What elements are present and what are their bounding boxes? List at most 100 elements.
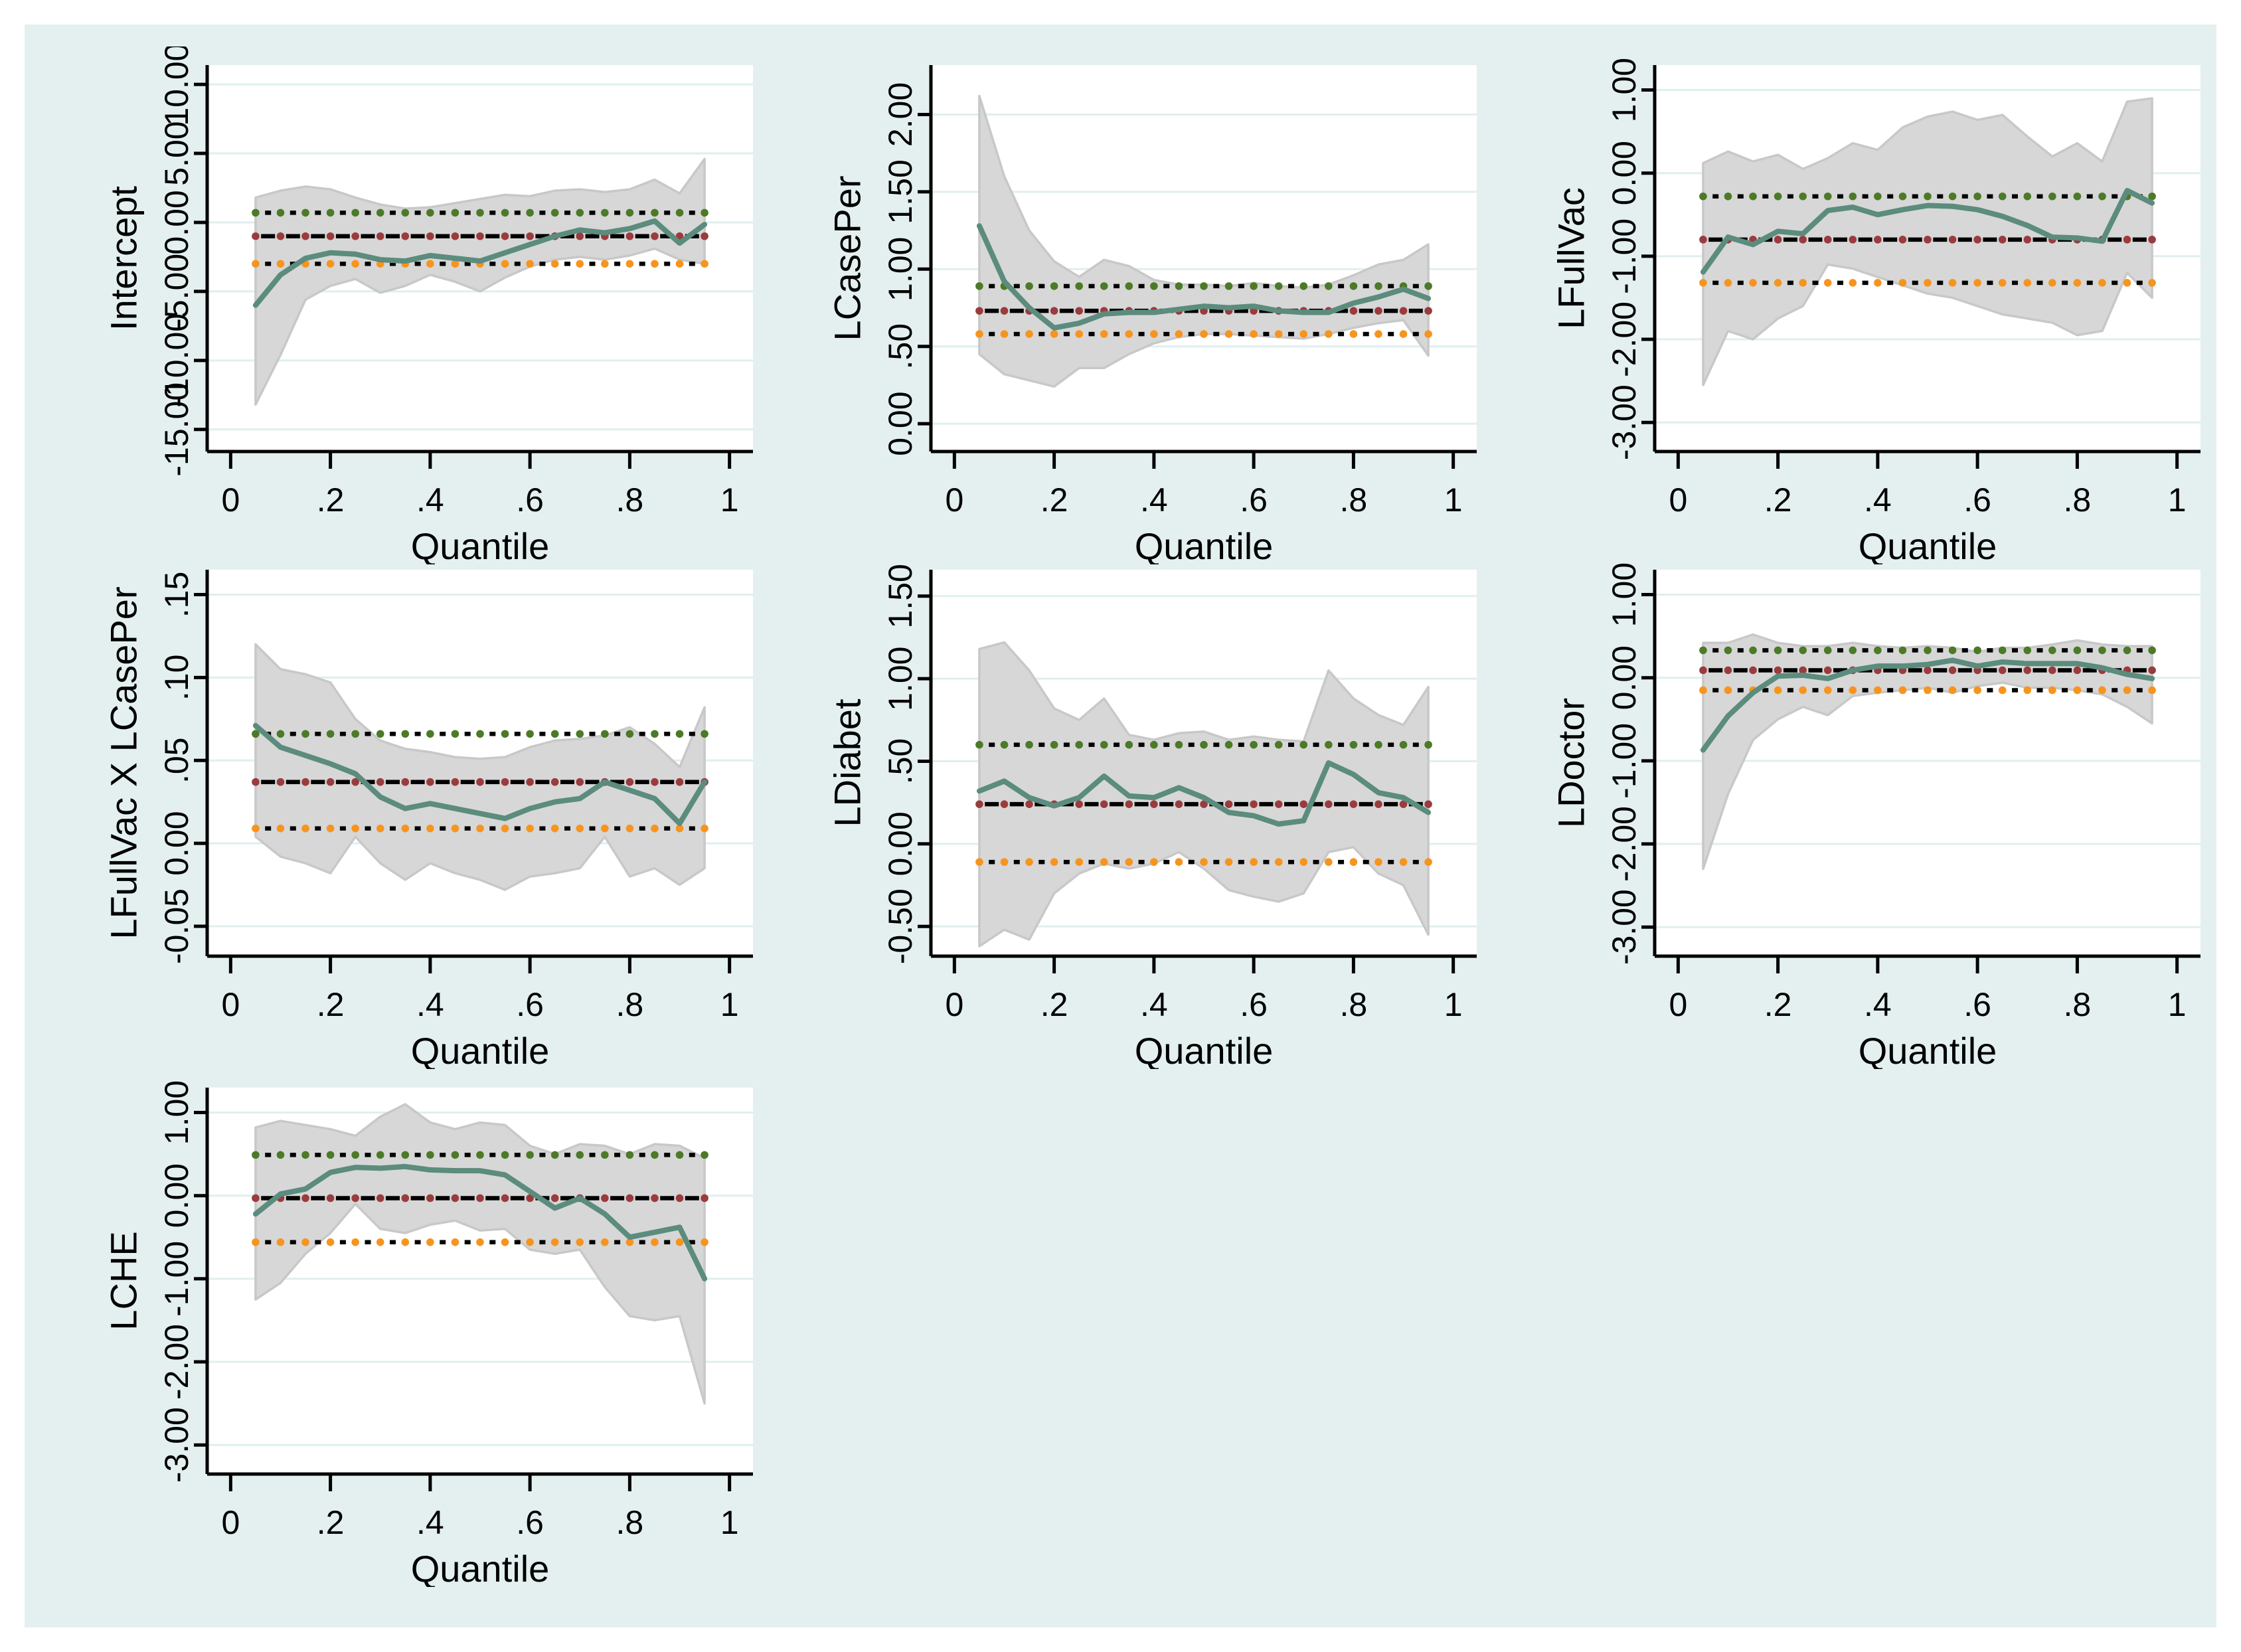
reference-dot — [2073, 686, 2082, 695]
plot-area — [1655, 570, 2200, 956]
reference-dot — [1948, 666, 1957, 675]
reference-dot — [476, 730, 484, 738]
x-tick-label: .6 — [516, 986, 544, 1023]
reference-dot — [276, 260, 285, 268]
reference-dot — [1224, 282, 1233, 290]
y-tick-label: 0.00 — [882, 811, 919, 876]
reference-dot — [1200, 330, 1208, 338]
reference-dot — [1349, 858, 1358, 867]
reference-dot — [601, 1194, 609, 1202]
x-tick-label: 1 — [720, 986, 739, 1023]
reference-dot — [1849, 192, 1857, 201]
reference-dot — [351, 1238, 359, 1246]
reference-dot — [701, 232, 708, 240]
reference-dot — [2048, 686, 2056, 695]
panel-lfullvac-x-lcaseper: .15 .10 .05 0.00 -0.05 0 .2 .4 .6 .8 1 Quantile LFul… — [93, 551, 797, 1069]
reference-dot — [501, 778, 509, 786]
reference-dot — [625, 260, 634, 268]
reference-dot — [376, 1194, 384, 1202]
reference-dot — [2148, 686, 2156, 695]
figure-canvas: 10.00 5.00 0.00 -5.00 -10.00 -15.00 0.2.4.6.8 1… — [25, 25, 2216, 1627]
reference-dot — [601, 824, 609, 833]
x-tick-label: .8 — [2064, 481, 2092, 519]
reference-dot — [1150, 282, 1158, 290]
reference-dot — [1075, 858, 1083, 867]
reference-dot — [476, 232, 484, 240]
reference-dot — [401, 1194, 410, 1202]
reference-dot — [1749, 192, 1757, 201]
reference-dot — [2048, 192, 2056, 201]
reference-dot — [1050, 330, 1058, 338]
reference-dot — [326, 824, 335, 833]
reference-dot — [276, 778, 285, 786]
y-axis-title: LCasePer — [827, 175, 869, 341]
y-tick-label: .15 — [158, 572, 195, 618]
reference-dot — [550, 1194, 559, 1202]
x-tick-label: 0 — [945, 481, 963, 519]
reference-dot — [351, 1194, 359, 1202]
reference-dot — [526, 208, 534, 217]
reference-dot — [1125, 282, 1133, 290]
reference-dot — [252, 1151, 260, 1159]
reference-dot — [1823, 236, 1832, 244]
x-tick-label: .8 — [616, 481, 644, 519]
reference-dot — [1274, 282, 1283, 290]
y-tick-label: 1.50 — [882, 564, 919, 628]
reference-dot — [1250, 740, 1258, 749]
reference-dot — [576, 730, 584, 738]
reference-dot — [550, 824, 559, 833]
reference-dot — [376, 208, 384, 217]
x-tick-label: .8 — [616, 986, 644, 1023]
reference-dot — [1998, 236, 2007, 244]
reference-dot — [252, 208, 260, 217]
reference-dot — [651, 824, 659, 833]
reference-dot — [1774, 646, 1782, 655]
reference-dot — [625, 1194, 634, 1202]
reference-dot — [1325, 282, 1333, 290]
reference-dot — [675, 730, 684, 738]
reference-dot — [1924, 646, 1932, 655]
reference-dot — [2098, 192, 2106, 201]
reference-dot — [2148, 646, 2156, 655]
reference-dot — [1000, 800, 1009, 808]
reference-dot — [1424, 858, 1432, 867]
reference-dot — [550, 208, 559, 217]
reference-dot — [501, 730, 509, 738]
reference-dot — [1749, 646, 1757, 655]
reference-dot — [1799, 279, 1807, 287]
reference-dot — [1699, 646, 1707, 655]
reference-dot — [1973, 686, 1981, 695]
reference-dot — [476, 1151, 484, 1159]
reference-dot — [1948, 192, 1957, 201]
reference-dot — [1699, 686, 1707, 695]
reference-dot — [2123, 236, 2131, 244]
reference-dot — [301, 1238, 309, 1246]
x-axis-title: Quantile — [1135, 1030, 1274, 1069]
reference-dot — [2148, 279, 2156, 287]
reference-dot — [401, 730, 410, 738]
reference-dot — [1774, 192, 1782, 201]
reference-dot — [1050, 307, 1058, 315]
reference-dot — [1699, 192, 1707, 201]
reference-dot — [2073, 666, 2082, 675]
reference-dot — [975, 330, 983, 338]
y-axis-title: LDiabet — [827, 699, 869, 827]
reference-dot — [1874, 192, 1882, 201]
reference-dot — [451, 824, 459, 833]
reference-dot — [426, 1151, 434, 1159]
reference-dot — [1374, 740, 1382, 749]
reference-dot — [252, 730, 260, 738]
reference-dot — [2123, 686, 2131, 695]
x-axis-title: Quantile — [411, 1030, 550, 1069]
reference-dot — [625, 1151, 634, 1159]
x-tick-label: 1 — [1444, 986, 1463, 1023]
reference-dot — [301, 1151, 309, 1159]
reference-dot — [675, 1151, 684, 1159]
reference-dot — [1299, 740, 1308, 749]
reference-dot — [550, 730, 559, 738]
reference-dot — [2148, 192, 2156, 201]
reference-dot — [1874, 686, 1882, 695]
reference-dot — [1299, 858, 1308, 867]
reference-dot — [2023, 279, 2032, 287]
reference-dot — [276, 1238, 285, 1246]
